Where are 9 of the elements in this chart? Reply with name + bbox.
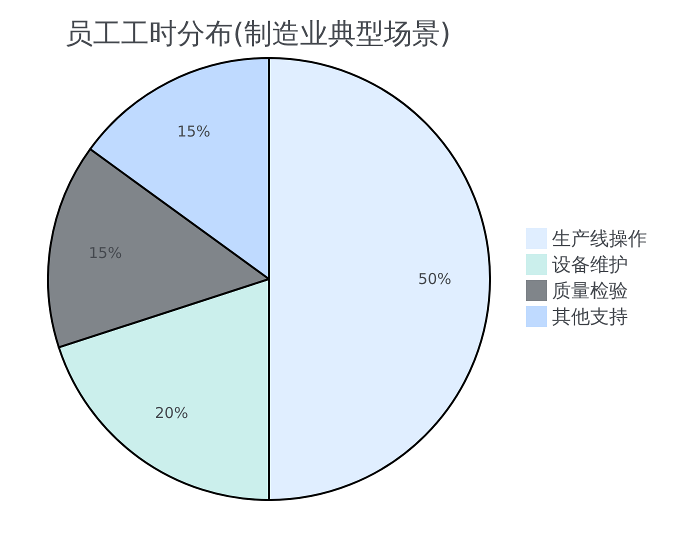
data-label: 20% (154, 404, 188, 422)
legend-label: 生产线操作 (552, 228, 647, 250)
data-label: 15% (88, 244, 122, 262)
data-label: 15% (177, 122, 210, 140)
legend-label: 设备维护 (552, 254, 628, 276)
chart-title: 员工工时分布(制造业典型场景) (65, 17, 451, 50)
legend-label: 其他支持 (552, 306, 628, 328)
data-label: 50% (418, 270, 452, 288)
legend-label: 质量检验 (552, 280, 628, 302)
